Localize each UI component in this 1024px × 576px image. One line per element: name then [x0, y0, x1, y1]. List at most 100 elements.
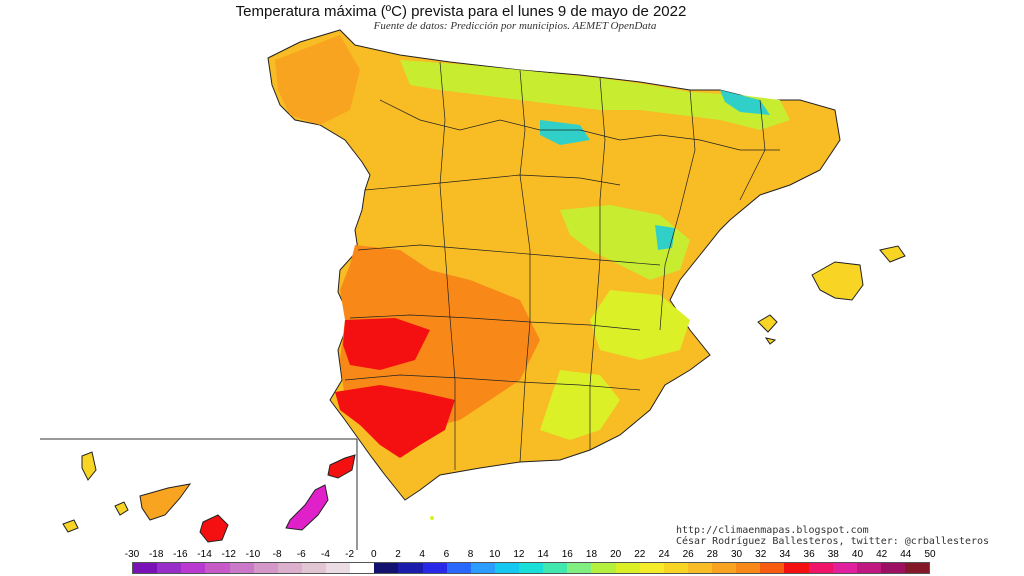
legend-tick-label: 4 — [419, 549, 425, 560]
legend-swatch — [494, 563, 519, 573]
legend-swatch — [663, 563, 688, 573]
legend-swatch — [567, 563, 592, 573]
legend-swatch — [712, 563, 737, 573]
canary-islands-inset — [40, 438, 358, 550]
legend-tick-label: -18 — [148, 549, 164, 560]
legend-tick-label: 20 — [610, 549, 622, 560]
guadalquivir-hot-zone — [335, 385, 455, 458]
legend-tick-label: 28 — [706, 549, 718, 560]
la-palma-island — [81, 451, 97, 481]
province-borders — [344, 61, 780, 470]
legend-swatch — [301, 563, 326, 573]
legend-swatch — [832, 563, 857, 573]
legend-tick-label: 24 — [658, 549, 670, 560]
legend-swatch — [784, 563, 809, 573]
legend-tick-label: -30 — [124, 549, 140, 560]
legend-tick-label: 42 — [876, 549, 888, 560]
legend-swatch — [905, 563, 930, 573]
legend-tick-label: 36 — [803, 549, 815, 560]
legend-swatch — [519, 563, 544, 573]
alboran-islet — [430, 516, 434, 520]
legend-swatch — [736, 563, 761, 573]
el-hierro-island — [62, 519, 79, 533]
legend-swatch — [398, 563, 423, 573]
legend-swatch — [591, 563, 616, 573]
legend-tick-label: 12 — [513, 549, 525, 560]
legend-tick-label: 30 — [730, 549, 743, 560]
legend-tick-label: 34 — [779, 549, 791, 560]
legend-tick-label: 0 — [371, 549, 377, 560]
west-warm-zone — [340, 245, 540, 430]
legend-swatch — [181, 563, 206, 573]
legend-tick-label: 44 — [900, 549, 912, 560]
ibiza-island — [757, 314, 778, 333]
legend-swatch — [422, 563, 447, 573]
legend-swatch — [229, 563, 254, 573]
legend-swatch — [639, 563, 664, 573]
legend-tick-label: 38 — [827, 549, 839, 560]
mallorca-island — [811, 261, 864, 301]
tenerife-island — [139, 483, 192, 521]
sistema-central-cold-zone — [540, 120, 590, 145]
legend-tick-label: -6 — [296, 549, 306, 560]
legend-swatch — [808, 563, 833, 573]
map-subtitle: Fuente de datos: Predicción por municipi… — [373, 20, 657, 32]
legend-tick-label: 26 — [682, 549, 694, 560]
credits-url: http://climaenmapas.blogspot.com — [676, 525, 869, 536]
la-gomera-island — [114, 501, 129, 516]
southeast-cool-zone — [540, 370, 620, 440]
legend-tick-label: 6 — [443, 549, 450, 560]
legend-swatch — [157, 563, 182, 573]
legend-swatch — [615, 563, 640, 573]
legend-tick-label: -10 — [245, 549, 261, 560]
peninsula-map — [267, 29, 841, 501]
legend-swatch — [350, 563, 375, 573]
cuenca-cold-zone — [655, 225, 675, 250]
gran-canaria-island — [199, 514, 229, 543]
legend-tick-label: 40 — [851, 549, 864, 560]
legend-tick-label: 50 — [924, 549, 936, 560]
cantabrian-cool-zone — [400, 60, 790, 130]
legend-swatch — [205, 563, 230, 573]
legend-swatch — [687, 563, 712, 573]
iberian-cool-zone — [560, 205, 690, 280]
galicia-warm-zone — [275, 35, 360, 125]
balearic-islands — [757, 245, 906, 345]
credits: http://climaenmapas.blogspot.com César R… — [676, 525, 989, 547]
lanzarote-island — [327, 454, 356, 479]
legend-swatch — [856, 563, 881, 573]
legend-swatch — [253, 563, 278, 573]
legend-tick-label: 16 — [561, 549, 573, 560]
legend-tick-label: 10 — [489, 549, 501, 560]
legend-tick-label: -16 — [173, 549, 188, 560]
legend-tick-label: -4 — [321, 549, 330, 560]
legend-swatch — [470, 563, 495, 573]
legend-swatch — [374, 563, 399, 573]
credits-author: César Rodríguez Ballesteros, twitter: @c… — [676, 536, 990, 547]
legend-swatch — [760, 563, 785, 573]
legend-tick-label: 32 — [755, 549, 767, 560]
legend-swatch — [133, 563, 158, 573]
legend-tick-label: 14 — [537, 549, 549, 560]
legend-tick-label: -8 — [272, 549, 282, 560]
legend-tick-label: 22 — [634, 549, 646, 560]
legend-tick-label: 2 — [395, 549, 401, 560]
legend-swatch — [880, 563, 905, 573]
legend-tick-label: 8 — [467, 549, 474, 560]
legend-swatch — [446, 563, 471, 573]
pyrenees-cold-zone — [720, 90, 770, 115]
legend-tick-label: 18 — [585, 549, 598, 560]
legend-tick-labels: -30 -18 -16 -14 -12 -10 -8 -6 -4 -2 0 2 4 6 8 10 12 14 16 1… — [0, 549, 1024, 561]
menorca-island — [879, 245, 906, 263]
levante-cool-zone — [590, 290, 690, 360]
legend-color-bar — [132, 562, 930, 574]
fuerteventura-island — [285, 484, 329, 531]
legend-tick-label: -12 — [221, 549, 236, 560]
legend-tick-label: -2 — [345, 549, 355, 560]
legend-swatch — [277, 563, 302, 573]
formentera-island — [764, 337, 777, 345]
extremadura-hot-zone — [343, 318, 430, 370]
legend-swatch — [326, 563, 351, 573]
legend-tick-label: -14 — [197, 549, 212, 560]
